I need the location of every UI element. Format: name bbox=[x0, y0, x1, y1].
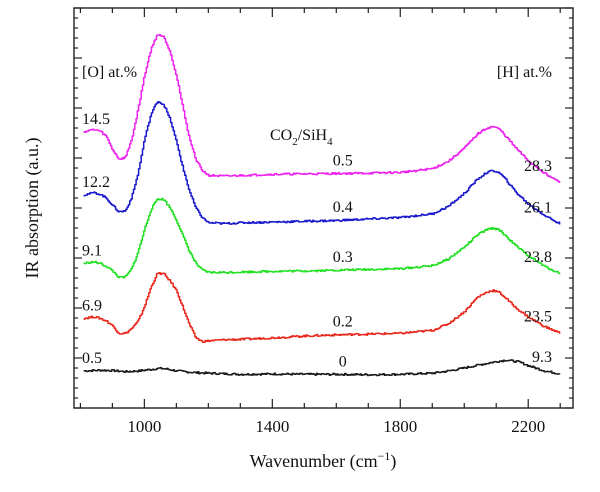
x-tick-label: 1000 bbox=[127, 417, 161, 436]
o-content-label: 9.1 bbox=[82, 242, 102, 259]
x-axis-title: Wavenumber (cm−1) bbox=[250, 449, 397, 472]
legend-title: CO2/SiH4 bbox=[270, 127, 333, 148]
h-content-label: 23.8 bbox=[524, 249, 552, 266]
o-content-label: 0.5 bbox=[82, 350, 102, 367]
h-content-label: 26.1 bbox=[524, 199, 552, 216]
series-line-0-5 bbox=[83, 34, 561, 183]
series-line-0-2 bbox=[83, 271, 561, 344]
x-tick-label: 1800 bbox=[383, 417, 417, 436]
o-content-label: 12.2 bbox=[82, 174, 110, 191]
h-content-label: 23.5 bbox=[524, 308, 552, 325]
series-labels: 0.5 9.3 0 6.9 23.5 0.2 9.1 23.8 0.3 12.2 26.1 0.4 14… bbox=[82, 111, 552, 371]
o-content-label: 6.9 bbox=[82, 297, 102, 314]
series-layer bbox=[83, 34, 561, 377]
o-header: [O] at.% bbox=[82, 64, 137, 81]
axis-ticks: 1000 1400 1800 2200 bbox=[74, 7, 573, 436]
series-name-label: 0.5 bbox=[333, 152, 353, 169]
series-name-label: 0.2 bbox=[333, 314, 353, 331]
series-name-label: 0.3 bbox=[333, 249, 353, 266]
x-tick-label: 1400 bbox=[255, 417, 289, 436]
h-content-label: 28.3 bbox=[524, 158, 552, 175]
series-line-0-3 bbox=[83, 197, 561, 279]
o-content-label: 14.5 bbox=[82, 111, 110, 128]
series-name-label: 0 bbox=[339, 353, 347, 370]
h-header: [H] at.% bbox=[497, 64, 552, 81]
series-line-0 bbox=[83, 359, 561, 377]
y-axis-title: IR absorption (a.u.) bbox=[22, 138, 43, 279]
series-line-0-4 bbox=[83, 100, 561, 225]
x-tick-label: 2200 bbox=[511, 417, 545, 436]
h-content-label: 9.3 bbox=[532, 349, 552, 366]
series-name-label: 0.4 bbox=[333, 199, 353, 216]
